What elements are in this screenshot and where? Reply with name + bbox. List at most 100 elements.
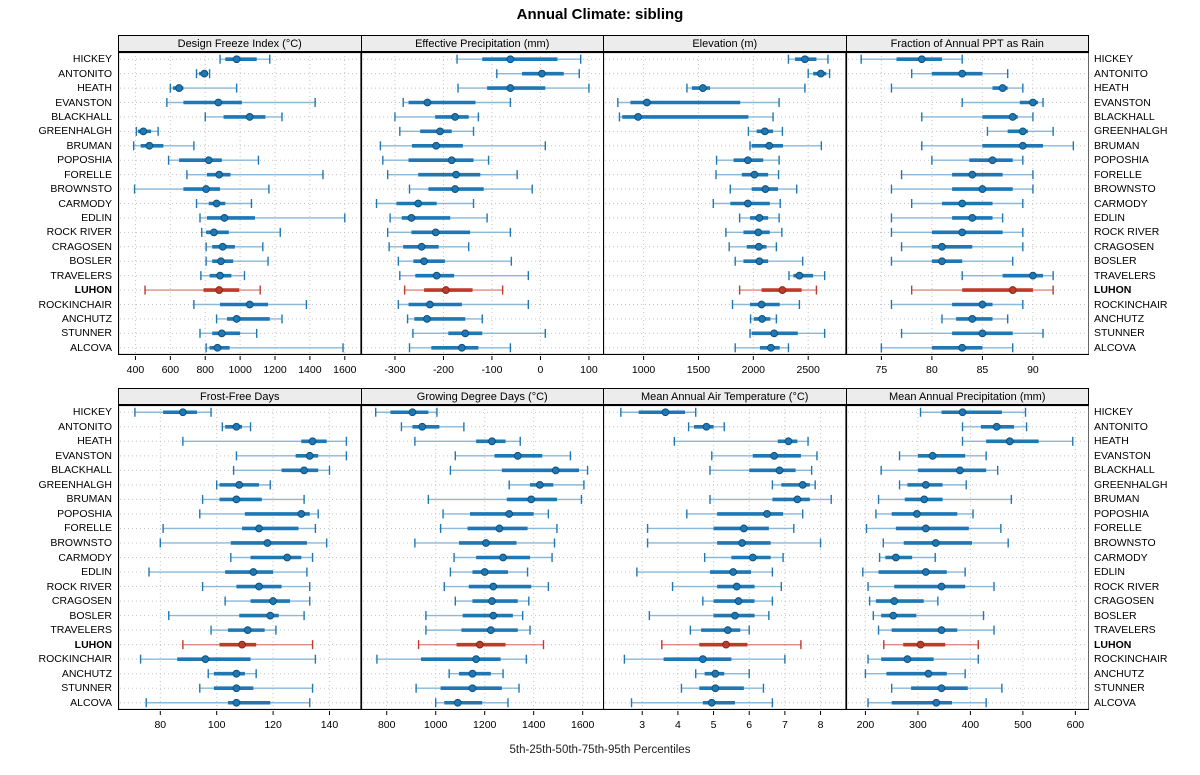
station-label-left-rockinchair: ROCKINCHAIR — [38, 298, 112, 311]
station-label-right-stunner: STUNNER — [1094, 682, 1145, 695]
median-dot — [475, 640, 484, 649]
median-dot — [978, 185, 986, 193]
station-label-left-greenhalgh: GREENHALGH — [38, 125, 112, 138]
median-dot — [757, 300, 766, 309]
median-dot — [300, 466, 309, 475]
station-label-right-evanston: EVANSTON — [1094, 96, 1151, 109]
median-dot — [504, 510, 513, 518]
axis-tick-label: 1000 — [632, 364, 656, 376]
median-dot — [778, 286, 787, 294]
median-dot — [775, 466, 784, 475]
station-label-right-bruman: BRUMAN — [1094, 493, 1140, 506]
median-dot — [978, 329, 986, 338]
panel-plot-effective-precipitation-mm — [360, 52, 604, 355]
station-label-right-rockinchair: ROCKINCHAIR — [1094, 653, 1168, 666]
median-dot — [795, 271, 804, 280]
station-label-left-poposhia: POPOSHIA — [57, 507, 112, 520]
station-label-right-alcova: ALCOVA — [1094, 341, 1136, 354]
station-label-right-brownsto: BROWNSTO — [1094, 536, 1156, 549]
median-dot — [1005, 437, 1014, 446]
median-dot — [967, 170, 976, 179]
median-dot — [921, 480, 930, 489]
median-dot — [798, 480, 807, 489]
median-dot — [755, 214, 764, 222]
median-dot — [921, 568, 930, 576]
median-dot — [770, 329, 779, 338]
station-label-left-poposhia: POPOSHIA — [57, 154, 112, 167]
station-label-left-brownsto: BROWNSTO — [50, 536, 112, 549]
panel-plot-design-freeze-index-c — [118, 52, 362, 355]
median-dot — [139, 127, 148, 136]
median-dot — [201, 655, 210, 664]
median-dot — [924, 669, 932, 678]
median-dot — [513, 451, 522, 460]
station-label-right-greenhalgh: GREENHALGH — [1094, 125, 1168, 138]
median-dot — [408, 408, 416, 417]
median-dot — [457, 343, 466, 352]
median-dot — [480, 568, 489, 576]
station-label-right-cragosen: CRAGOSEN — [1094, 595, 1155, 608]
panel-header-effective-precipitation-mm: Effective Precipitation (mm) — [360, 35, 604, 52]
median-dot — [766, 343, 775, 352]
median-dot — [218, 242, 227, 251]
median-dot — [232, 669, 241, 678]
median-dot — [957, 69, 966, 78]
median-dot — [432, 271, 441, 280]
median-dot — [460, 329, 469, 338]
panel-axis-frost-free-days: 80 100 120 140 — [154, 711, 338, 731]
station-label-left-antonito: ANTONITO — [58, 420, 112, 433]
median-dot — [308, 437, 317, 446]
median-dot — [422, 315, 431, 323]
axis-tick-label: 100 — [580, 364, 598, 376]
station-label-right-bruman: BRUMAN — [1094, 139, 1140, 152]
panel-axis-mean-annual-air-temperature-c: 3 4 5 6 7 8 — [639, 711, 824, 731]
axis-tick-label: 8 — [818, 719, 824, 731]
station-label-right-edlin: EDLIN — [1094, 566, 1125, 579]
station-label-left-travelers: TRAVELERS — [50, 624, 112, 637]
median-dot — [245, 113, 254, 121]
median-dot — [526, 495, 535, 504]
axis-tick-label: 75 — [875, 364, 887, 376]
median-dot — [283, 553, 292, 562]
median-dot — [958, 408, 966, 417]
median-dot — [232, 315, 241, 323]
median-dot — [417, 242, 426, 251]
median-dot — [210, 228, 218, 237]
station-label-right-carmody: CARMODY — [1094, 197, 1148, 210]
axis-tick-label: 4 — [675, 719, 681, 731]
median-dot — [537, 69, 546, 78]
median-dot — [937, 626, 945, 635]
median-dot — [215, 170, 224, 179]
station-label-right-blackhall: BLACKHALL — [1094, 464, 1155, 477]
panel-axis-growing-degree-days-c: 800 1000 1200 1400 1600 — [377, 711, 594, 731]
axis-tick-label: 7 — [782, 719, 788, 731]
median-dot — [441, 286, 450, 294]
median-dot — [1018, 127, 1027, 136]
median-dot — [255, 582, 263, 591]
station-label-left-luhon: LUHON — [74, 284, 112, 297]
median-dot — [1008, 286, 1017, 294]
median-dot — [486, 626, 495, 635]
median-dot — [232, 55, 241, 64]
axis-tick-label: 300 — [909, 719, 927, 731]
station-label-left-edlin: EDLIN — [81, 211, 112, 224]
median-dot — [967, 214, 976, 222]
median-dot — [816, 69, 825, 78]
station-label-right-evanston: EVANSTON — [1094, 449, 1151, 462]
station-label-right-poposhia: POPOSHIA — [1094, 507, 1149, 520]
axis-tick-label: 800 — [196, 364, 214, 376]
median-dot — [297, 510, 306, 518]
median-dot — [698, 84, 707, 92]
median-dot — [758, 315, 767, 323]
median-dot — [750, 170, 759, 179]
station-label-left-alcova: ALCOVA — [70, 341, 112, 354]
station-label-left-heath: HEATH — [77, 82, 112, 95]
median-dot — [912, 510, 921, 518]
median-dot — [200, 69, 209, 78]
station-label-right-antonito: ANTONITO — [1094, 420, 1148, 433]
station-label-right-stunner: STUNNER — [1094, 327, 1145, 340]
median-dot — [642, 98, 651, 107]
panel-border — [845, 405, 1089, 710]
median-dot — [425, 300, 434, 309]
axis-tick-label: 1200 — [263, 364, 287, 376]
